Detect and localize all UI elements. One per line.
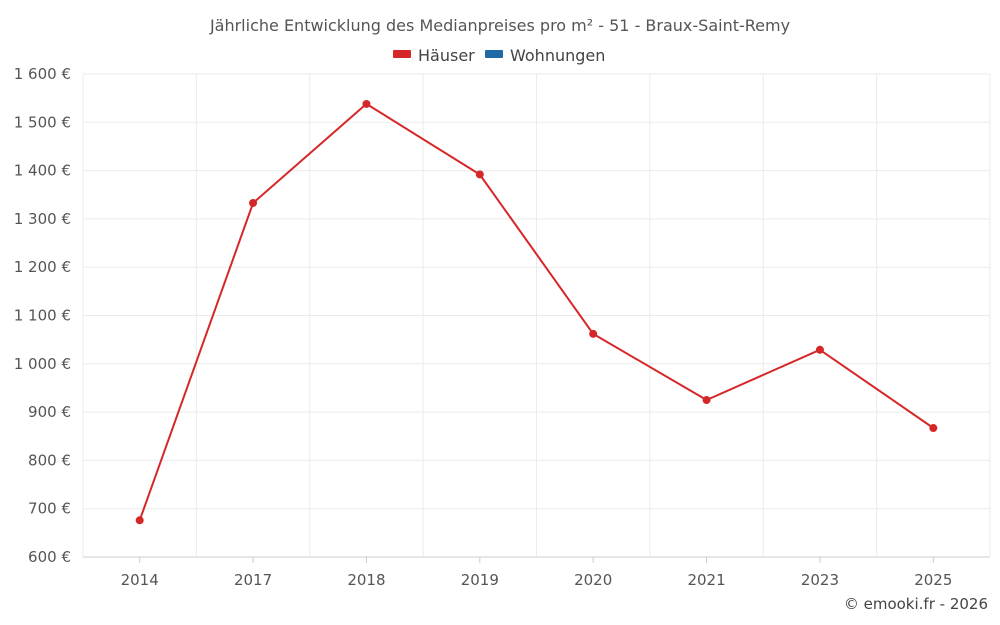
legend: Häuser Wohnungen xyxy=(393,46,605,65)
legend-label-haeuser: Häuser xyxy=(418,46,475,65)
x-tick-label: 2018 xyxy=(347,571,385,589)
legend-swatch-haeuser xyxy=(393,50,411,58)
data-point[interactable] xyxy=(702,396,711,405)
data-point[interactable] xyxy=(929,424,938,433)
x-tick-label: 2019 xyxy=(461,571,499,589)
x-tick-label: 2021 xyxy=(687,571,725,589)
legend-item-wohnungen[interactable]: Wohnungen xyxy=(485,46,605,65)
y-tick-label: 800 € xyxy=(28,451,71,469)
data-point[interactable] xyxy=(815,345,824,354)
legend-item-haeuser[interactable]: Häuser xyxy=(393,46,475,65)
data-point[interactable] xyxy=(249,198,258,207)
credit-text: © emooki.fr - 2026 xyxy=(844,595,988,613)
y-tick-label: 700 € xyxy=(28,500,71,518)
y-tick-label: 900 € xyxy=(28,403,71,421)
legend-label-wohnungen: Wohnungen xyxy=(510,46,605,65)
y-tick-label: 1 600 € xyxy=(14,65,71,83)
y-axis: 1 600 € 1 500 € 1 400 € 1 300 € 1 200 € 1 100… xyxy=(14,65,71,566)
chart-title: Jährliche Entwicklung des Medianpreises … xyxy=(209,16,790,35)
grid xyxy=(82,73,991,558)
data-point[interactable] xyxy=(475,170,484,179)
y-tick-label: 1 100 € xyxy=(14,307,71,325)
y-tick-label: 1 400 € xyxy=(14,162,71,180)
legend-swatch-wohnungen xyxy=(485,50,503,58)
series-haeuser xyxy=(135,99,938,525)
x-axis: 2014 2017 2018 2019 2020 2021 2023 2025 xyxy=(121,557,952,589)
y-tick-label: 1 200 € xyxy=(14,258,71,276)
x-tick-label: 2020 xyxy=(574,571,612,589)
x-tick-label: 2025 xyxy=(914,571,952,589)
data-point[interactable] xyxy=(362,99,371,108)
y-tick-label: 1 000 € xyxy=(14,355,71,373)
x-tick-label: 2014 xyxy=(121,571,159,589)
x-tick-label: 2017 xyxy=(234,571,272,589)
data-point[interactable] xyxy=(135,516,144,525)
series-line xyxy=(138,102,934,521)
x-tick-label: 2023 xyxy=(801,571,839,589)
y-tick-label: 1 300 € xyxy=(14,210,71,228)
data-point[interactable] xyxy=(589,329,598,338)
y-tick-label: 1 500 € xyxy=(14,113,71,131)
y-tick-label: 600 € xyxy=(28,548,71,566)
